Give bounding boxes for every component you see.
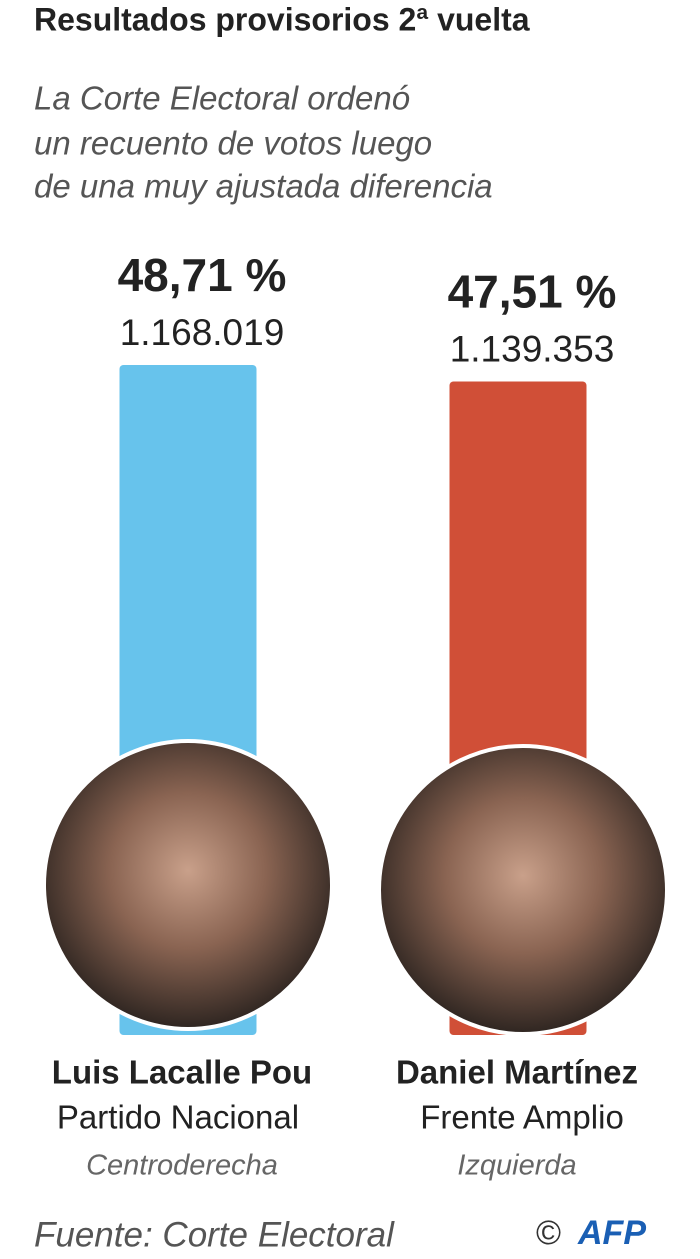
value-label: 48,71 %: [118, 249, 287, 301]
votes-label: 1.139.353: [450, 328, 615, 369]
chart-title: Resultados provisorios 2ª vuelta: [34, 1, 530, 37]
party: Partido Nacional: [57, 1099, 299, 1136]
agency-logo: AFP: [577, 1214, 646, 1252]
party: Frente Amplio: [420, 1099, 624, 1136]
candidate-name: Daniel Martínez: [396, 1054, 638, 1091]
copyright-symbol: ©: [536, 1214, 561, 1252]
value-label: 47,51 %: [448, 266, 617, 318]
source: Fuente: Corte Electoral: [34, 1215, 395, 1254]
ideology: Izquierda: [457, 1150, 576, 1182]
subtitle-line: un recuento de votos luego: [34, 125, 432, 162]
candidate-photo: [377, 744, 669, 1036]
votes-label: 1.168.019: [120, 312, 285, 353]
ideology: Centroderecha: [86, 1150, 278, 1182]
subtitle-line: La Corte Electoral ordenó: [34, 80, 410, 117]
candidate-name: Luis Lacalle Pou: [52, 1054, 312, 1091]
subtitle-line: de una muy ajustada diferencia: [34, 168, 493, 205]
candidate-photo: [42, 739, 334, 1031]
